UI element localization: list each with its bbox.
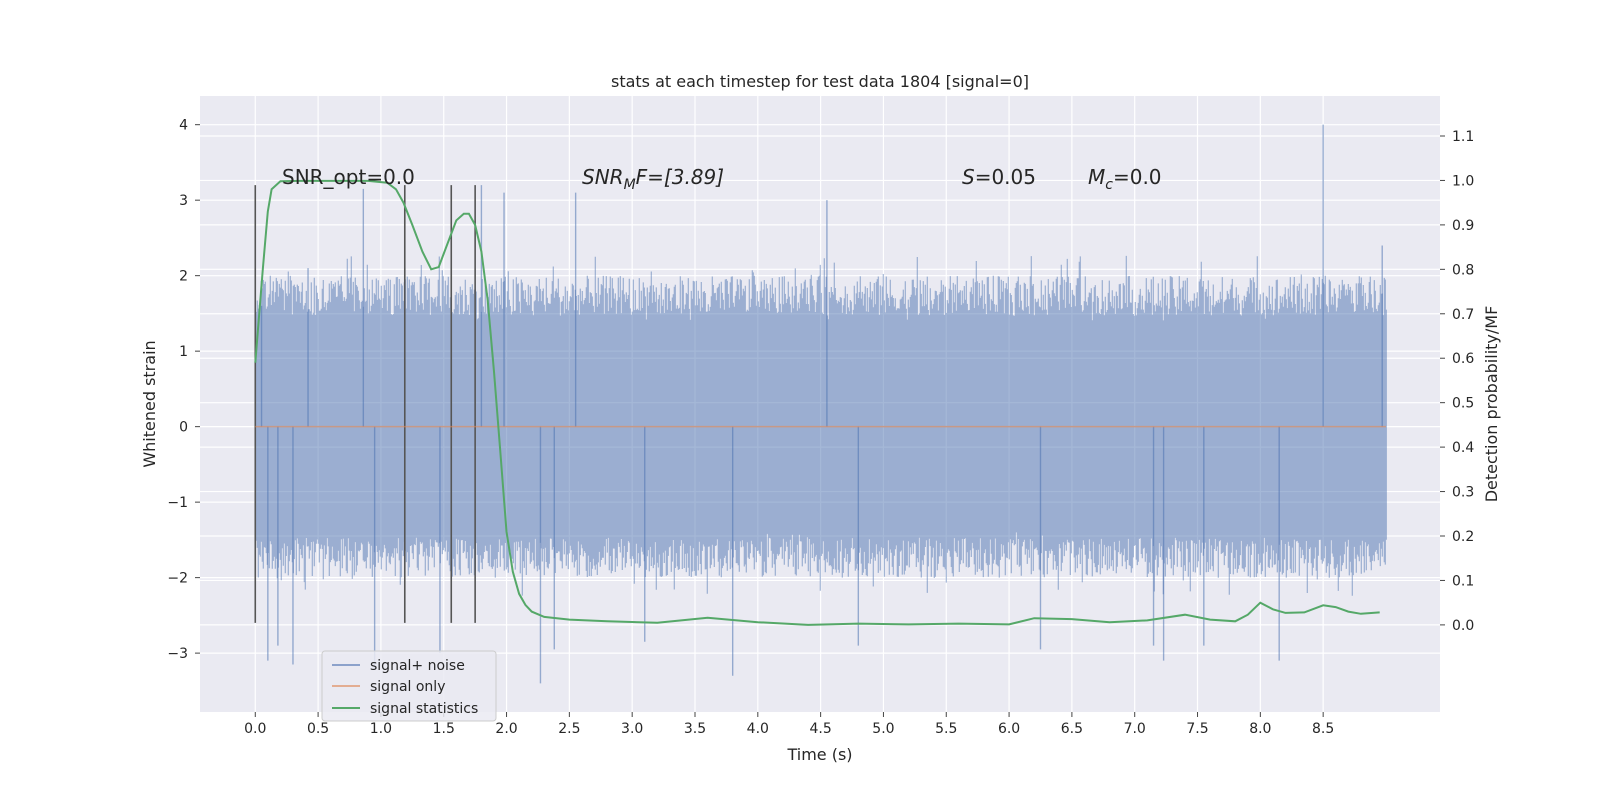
- x-tick-label: 0.5: [307, 721, 329, 737]
- y2-tick-label: 1.0: [1452, 173, 1474, 189]
- x-tick-label: 8.0: [1249, 721, 1271, 737]
- y2-tick-label: 0.0: [1452, 618, 1474, 634]
- annotation-mc: Mc=0.0: [1088, 165, 1162, 193]
- annotation-snr-opt: SNR_opt=0.0: [282, 165, 415, 189]
- mc-rest: =0.0: [1113, 165, 1162, 189]
- x-tick-label: 3.5: [684, 721, 706, 737]
- signal-statistics-line: [254, 179, 1380, 626]
- x-tick-label: 0.0: [244, 721, 266, 737]
- x-tick-label: 7.5: [1186, 721, 1208, 737]
- annotation-snr-mf: SNRMF=[3.89]: [582, 165, 724, 193]
- y2-tick-label: 0.6: [1452, 351, 1474, 367]
- legend-label-signal-stats: signal statistics: [370, 701, 478, 717]
- y-tick-label: 0: [179, 420, 188, 436]
- y2-tick-label: 0.3: [1452, 485, 1474, 501]
- signal-noise-trace: [254, 255, 1387, 596]
- tick-labels: 0.0 0.5 1.0 1.5 2.0 2.5 3.0 3.5 4.0 4.5 5.0 5.5 6.0 6…: [167, 118, 1474, 737]
- x-tick-label: 5.0: [872, 721, 894, 737]
- snr-mf-rest-italic: F=[3.89]: [636, 165, 724, 189]
- x-axis-label: Time (s): [786, 745, 852, 764]
- legend-label-signal-only: signal only: [370, 679, 445, 695]
- x-tick-label: 1.0: [370, 721, 392, 737]
- x-tick-label: 6.0: [998, 721, 1020, 737]
- y2-axis-label: Detection probability/MF: [1482, 306, 1501, 503]
- chart-title: stats at each timestep for test data 180…: [611, 72, 1029, 91]
- y-axis-label: Whitened strain: [140, 340, 159, 467]
- mc-main: M: [1088, 165, 1105, 189]
- x-tick-label: 4.5: [809, 721, 831, 737]
- legend-label-signal-noise: signal+ noise: [370, 658, 465, 674]
- y-tick-label: 3: [179, 193, 188, 209]
- y-tick-label: −3: [167, 646, 188, 662]
- snr-mf-sub: M: [624, 177, 636, 193]
- x-tick-label: 7.0: [1124, 721, 1146, 737]
- legend-box: [321, 650, 497, 722]
- x-tick-label: 6.5: [1061, 721, 1083, 737]
- y2-tick-label: 0.5: [1452, 396, 1474, 412]
- x-tick-label: 3.0: [621, 721, 643, 737]
- x-tick-label: 1.5: [433, 721, 455, 737]
- mc-sub: c: [1105, 177, 1113, 193]
- y-tick-label: −2: [167, 571, 188, 587]
- y-tick-label: 1: [179, 344, 188, 360]
- y-tick-label: 2: [179, 269, 188, 285]
- legend: signal+ noise signal only signal statist…: [321, 650, 497, 722]
- x-tick-label: 2.0: [495, 721, 517, 737]
- y2-tick-label: 0.8: [1452, 262, 1474, 278]
- snr-mf-main: SNR: [582, 165, 624, 189]
- annotation-s: S=0.05: [962, 165, 1036, 189]
- y2-tick-label: 0.2: [1452, 529, 1474, 545]
- y-tick-label: −1: [167, 495, 188, 511]
- y2-tick-label: 0.1: [1452, 573, 1474, 589]
- x-tick-label: 8.5: [1312, 721, 1334, 737]
- line-series: [254, 179, 1386, 626]
- y-tick-label: 4: [179, 118, 188, 134]
- vertical-markers: [254, 185, 476, 623]
- y2-tick-label: 0.7: [1452, 307, 1474, 323]
- x-tick-label: 5.5: [935, 721, 957, 737]
- s-rest: =0.05: [975, 165, 1036, 189]
- y2-tick-label: 1.1: [1452, 129, 1474, 145]
- y2-tick-label: 0.4: [1452, 440, 1474, 456]
- x-tick-label: 2.5: [558, 721, 580, 737]
- s-main: S: [962, 165, 975, 189]
- y2-tick-label: 0.9: [1452, 218, 1474, 234]
- x-tick-label: 4.0: [747, 721, 769, 737]
